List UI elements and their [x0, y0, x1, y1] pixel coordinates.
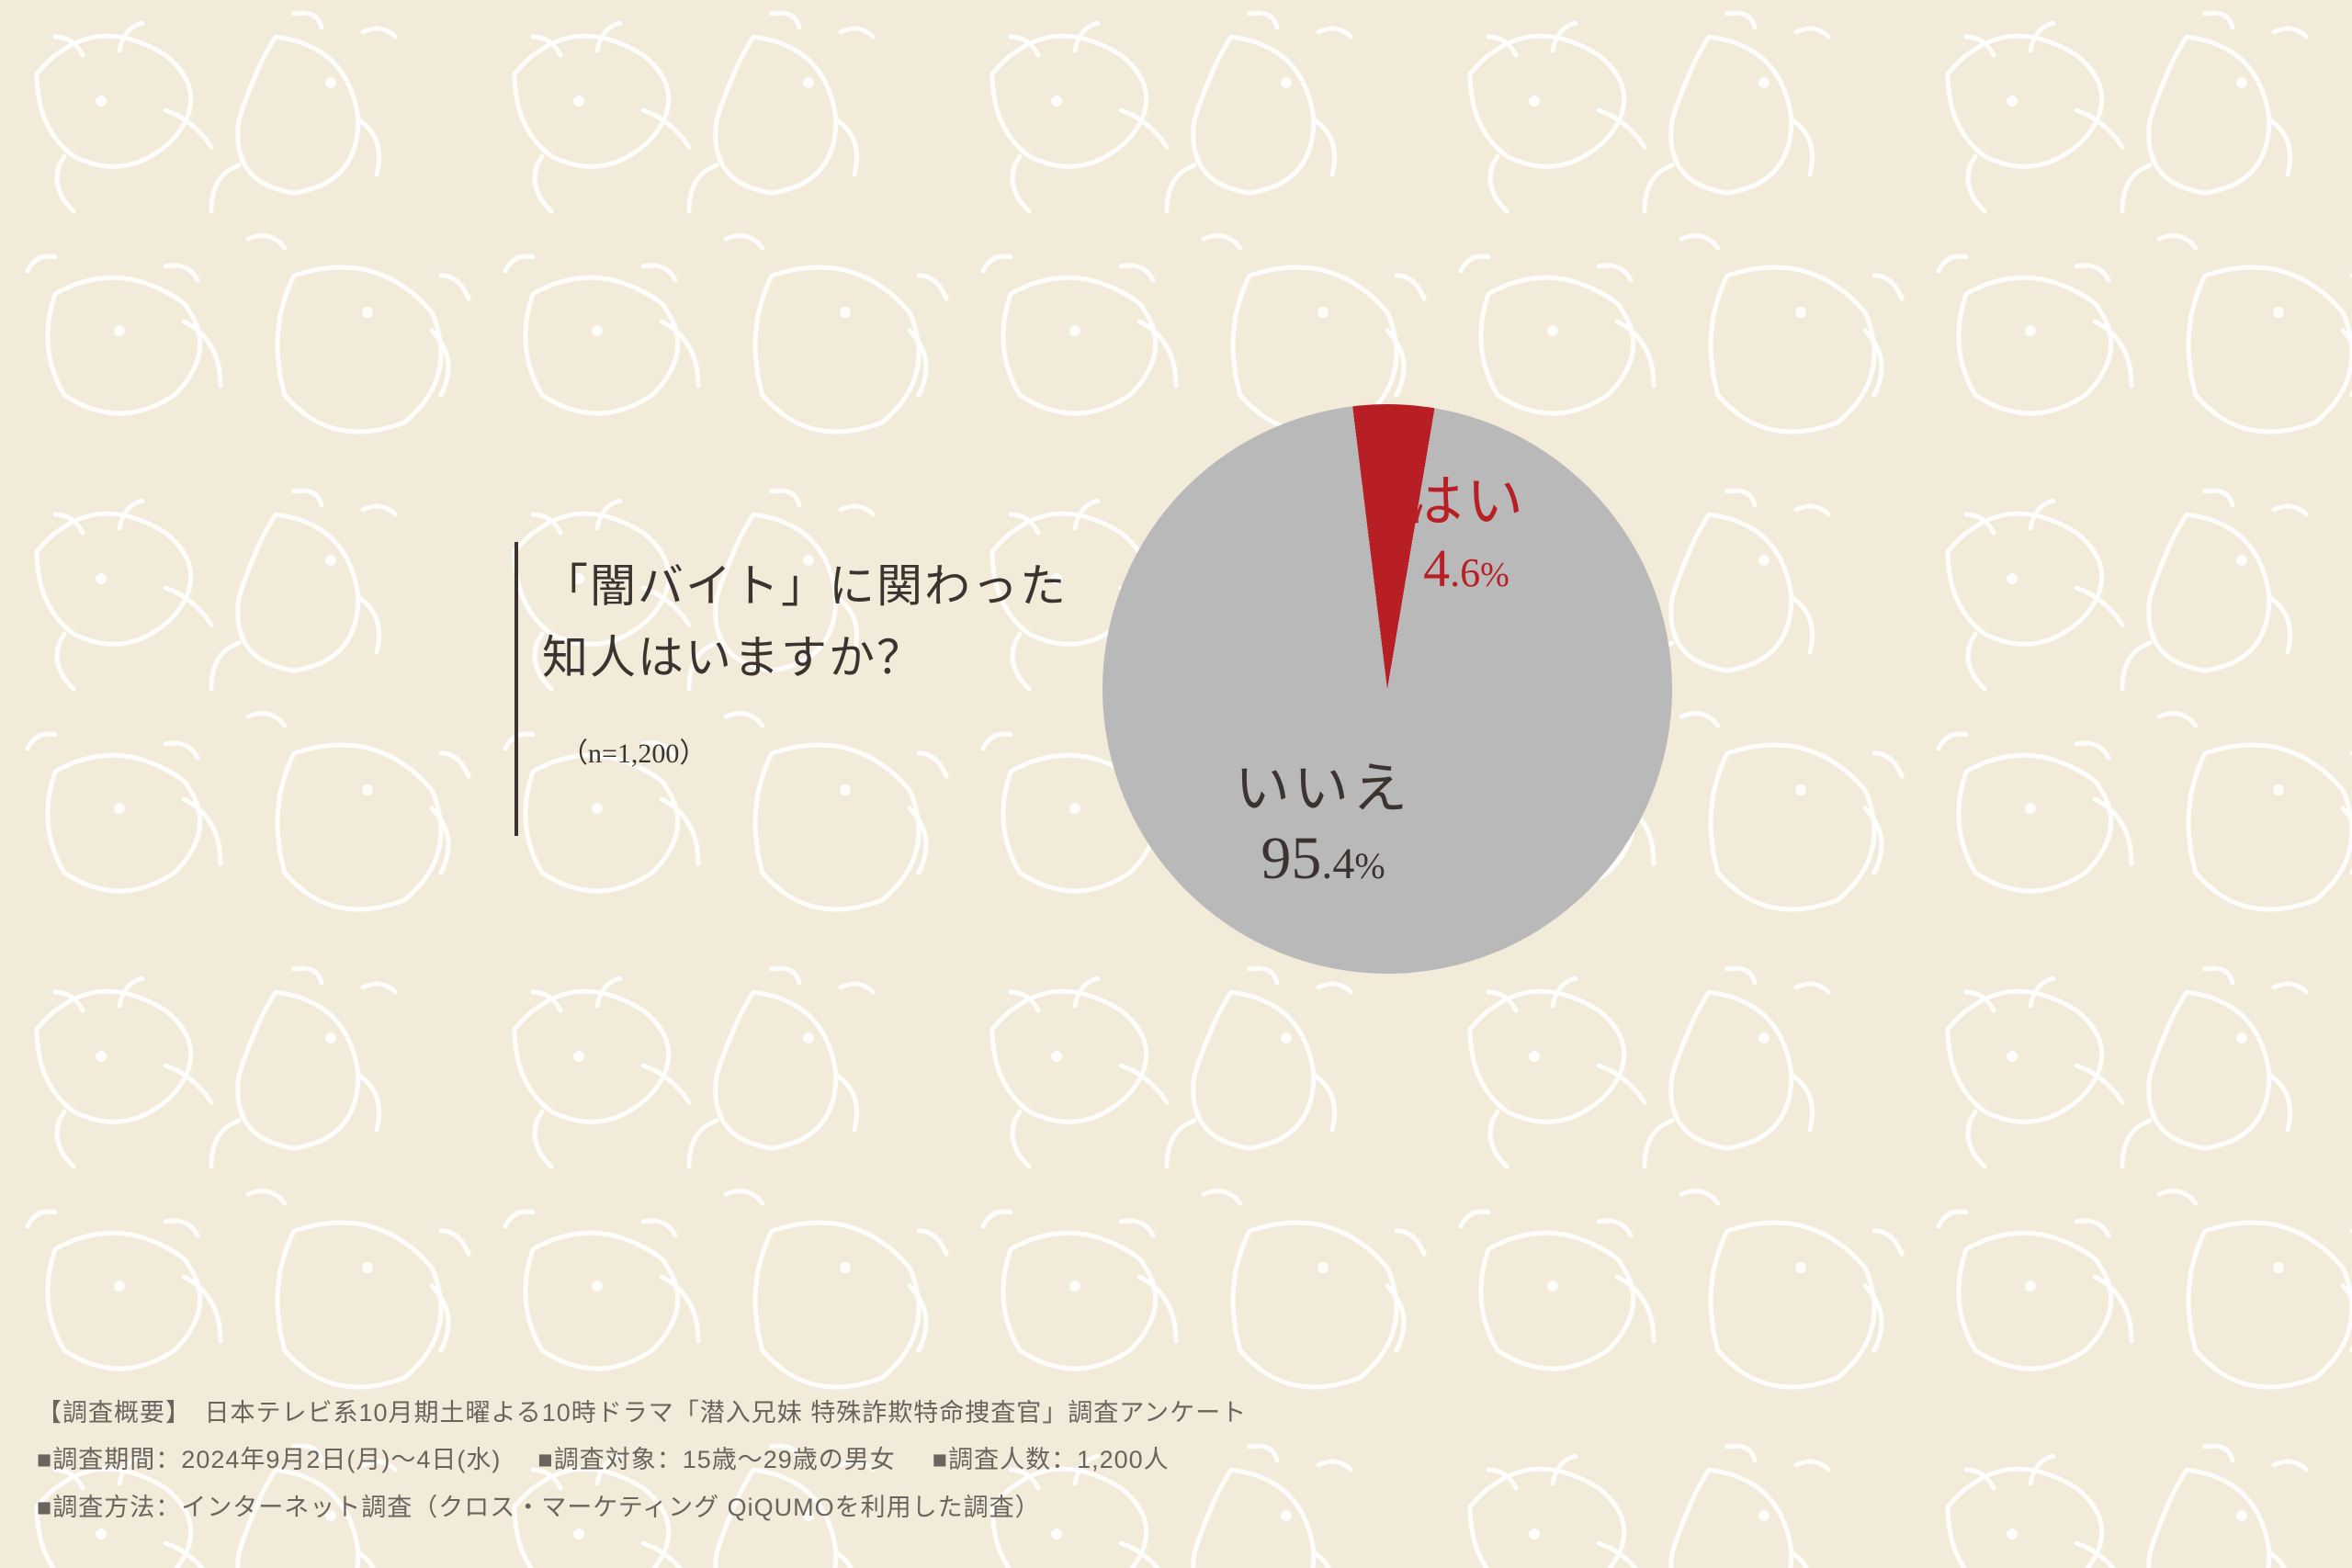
- footer-overview: 【調査概要】 日本テレビ系10月期土曜よる10時ドラマ「潜入兄妹 特殊詐欺特命捜…: [37, 1390, 1247, 1437]
- pie-label-yes-value: 4.6%: [1406, 537, 1527, 599]
- question-n-label: （n=1,200）: [514, 730, 1068, 771]
- pie-label-no-value: 95.4%: [1204, 824, 1442, 894]
- pie-label-no: いいえ 95.4%: [1204, 744, 1442, 894]
- footer-period: ■調査期間：2024年9月2日(月)〜4日(水): [37, 1446, 501, 1473]
- pie-label-no-text: いいえ: [1204, 744, 1442, 824]
- footer-details: ■調査期間：2024年9月2日(月)〜4日(水) ■調査対象：15歳〜29歳の男女…: [37, 1437, 1247, 1483]
- question-line-2: 知人はいますか？: [514, 623, 1068, 694]
- pie-label-yes: はい 4.6%: [1406, 455, 1527, 599]
- footer-target: ■調査対象：15歳〜29歳の男女: [537, 1446, 895, 1473]
- footer-survey-info: 【調査概要】 日本テレビ系10月期土曜よる10時ドラマ「潜入兄妹 特殊詐欺特命捜…: [37, 1390, 1247, 1531]
- question-block: 「闇バイト」に関わった 知人はいますか？ （n=1,200）: [514, 551, 1068, 771]
- pie-label-yes-text: はい: [1406, 455, 1527, 537]
- footer-method: ■調査方法：インターネット調査（クロス・マーケティング QiQUMOを利用した調…: [37, 1484, 1247, 1531]
- question-line-1: 「闇バイト」に関わった: [514, 551, 1068, 623]
- footer-count: ■調査人数：1,200人: [933, 1446, 1170, 1473]
- question-vertical-bar: [514, 542, 518, 836]
